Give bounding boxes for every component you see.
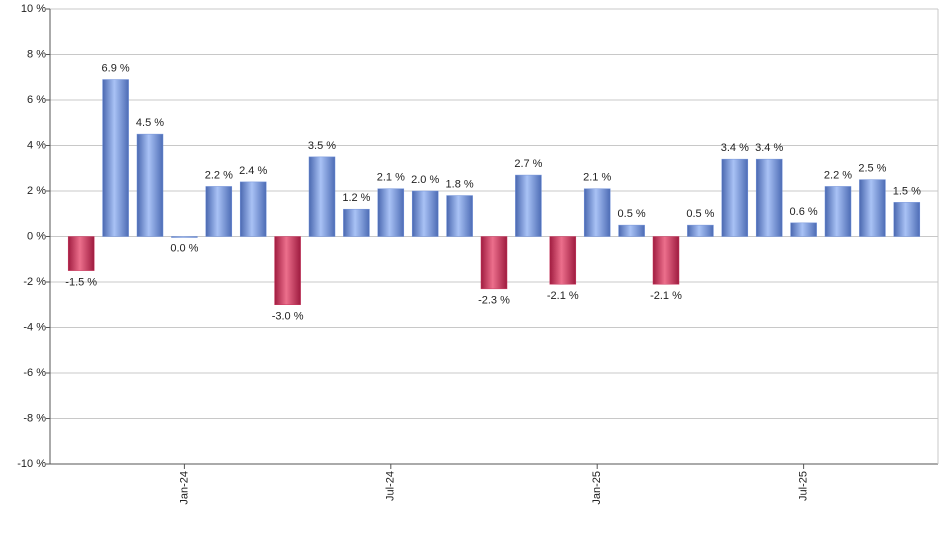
x-tick-label: Jan-25	[591, 471, 603, 505]
value-label: -2.1 %	[547, 290, 579, 302]
value-label: 2.4 %	[239, 165, 267, 177]
bar	[790, 222, 817, 237]
value-label: -2.1 %	[650, 290, 682, 302]
value-label: 3.5 %	[308, 140, 336, 152]
bar	[583, 188, 611, 237]
bar	[687, 224, 714, 237]
value-label: -1.5 %	[65, 277, 97, 289]
value-label: 1.2 %	[342, 192, 370, 204]
value-label: 1.5 %	[893, 185, 921, 197]
y-tick-label: -10 %	[17, 458, 46, 470]
y-tick-label: 0 %	[27, 230, 46, 242]
value-label: 2.0 %	[411, 174, 439, 186]
value-label: 2.2 %	[824, 169, 852, 181]
value-label: 2.2 %	[205, 169, 233, 181]
y-tick-label: 10 %	[21, 3, 46, 15]
bar	[480, 236, 508, 290]
bar	[824, 186, 852, 237]
bar	[618, 224, 645, 237]
value-label: 2.1 %	[583, 172, 611, 184]
bar	[755, 158, 783, 237]
value-label: 1.8 %	[446, 178, 474, 190]
value-label: 2.7 %	[514, 158, 542, 170]
value-label: 6.9 %	[102, 62, 130, 74]
value-label: 3.4 %	[721, 142, 749, 154]
value-label: 2.1 %	[377, 172, 405, 184]
bar	[67, 236, 95, 271]
bar	[515, 174, 542, 237]
y-tick-label: 4 %	[27, 139, 46, 151]
x-tick-label: Jul-24	[385, 471, 397, 501]
value-label: 0.6 %	[790, 206, 818, 218]
bar	[446, 195, 473, 237]
x-tick-label: Jan-24	[178, 471, 190, 505]
y-tick-label: -4 %	[23, 321, 46, 333]
value-label: 0.5 %	[618, 208, 646, 220]
bar	[136, 133, 164, 237]
x-tick-label: Jul-25	[798, 471, 810, 501]
value-label: 0.0 %	[170, 242, 198, 254]
bar	[893, 202, 921, 237]
bar	[343, 208, 370, 237]
y-tick-label: -2 %	[23, 276, 46, 288]
bar	[377, 188, 405, 237]
y-tick-label: -6 %	[23, 367, 46, 379]
bar	[205, 186, 233, 237]
bar	[721, 158, 749, 237]
bar	[411, 190, 439, 237]
value-label: 3.4 %	[755, 142, 783, 154]
bar	[308, 156, 336, 237]
y-tick-label: -8 %	[23, 412, 46, 424]
bar	[171, 236, 198, 238]
value-label: -3.0 %	[272, 311, 304, 323]
value-label: 0.5 %	[686, 208, 714, 220]
bar	[859, 179, 886, 237]
value-label: -2.3 %	[478, 295, 510, 307]
bar	[652, 236, 680, 285]
bar	[102, 79, 129, 237]
y-tick-label: 6 %	[27, 94, 46, 106]
value-label: 2.5 %	[858, 163, 886, 175]
bar	[239, 181, 267, 237]
bar	[549, 236, 577, 285]
y-tick-label: 2 %	[27, 185, 46, 197]
y-tick-label: 8 %	[27, 48, 46, 60]
bar	[274, 236, 301, 305]
value-label: 4.5 %	[136, 117, 164, 129]
